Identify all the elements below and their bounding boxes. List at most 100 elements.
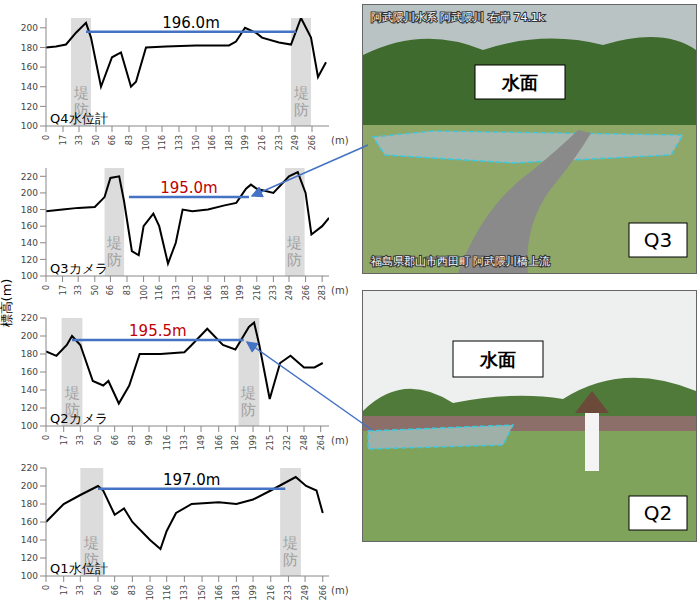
svg-text:100: 100 bbox=[21, 571, 38, 581]
svg-text:200: 200 bbox=[21, 481, 38, 491]
svg-text:140: 140 bbox=[21, 385, 38, 395]
svg-text:133: 133 bbox=[175, 135, 184, 150]
svg-text:216: 216 bbox=[267, 585, 276, 600]
svg-text:100: 100 bbox=[142, 135, 151, 150]
svg-text:160: 160 bbox=[21, 221, 38, 231]
svg-text:120: 120 bbox=[21, 403, 38, 413]
svg-text:180: 180 bbox=[21, 43, 38, 53]
svg-text:149: 149 bbox=[197, 435, 206, 450]
svg-text:0: 0 bbox=[42, 435, 51, 440]
svg-text:99: 99 bbox=[145, 435, 154, 445]
svg-text:堤: 堤 bbox=[293, 84, 309, 102]
svg-text:182: 182 bbox=[231, 435, 240, 450]
svg-text:100: 100 bbox=[21, 271, 38, 281]
svg-text:50: 50 bbox=[92, 135, 101, 145]
svg-text:264: 264 bbox=[317, 435, 326, 450]
svg-text:水面: 水面 bbox=[501, 72, 538, 93]
svg-text:220: 220 bbox=[21, 463, 38, 473]
svg-text:166: 166 bbox=[215, 435, 224, 450]
svg-text:220: 220 bbox=[21, 313, 38, 323]
svg-text:33: 33 bbox=[74, 285, 83, 295]
svg-text:0: 0 bbox=[42, 285, 51, 290]
svg-text:166: 166 bbox=[208, 135, 217, 150]
svg-text:堤: 堤 bbox=[83, 534, 99, 552]
svg-text:266: 266 bbox=[308, 135, 317, 150]
svg-text:116: 116 bbox=[163, 435, 172, 450]
svg-text:233: 233 bbox=[275, 135, 284, 150]
svg-text:160: 160 bbox=[21, 367, 38, 377]
svg-text:160: 160 bbox=[21, 62, 38, 72]
svg-text:199: 199 bbox=[249, 585, 258, 600]
svg-text:116: 116 bbox=[158, 135, 167, 150]
svg-text:66: 66 bbox=[106, 285, 115, 295]
svg-text:200: 200 bbox=[21, 331, 38, 341]
svg-text:83: 83 bbox=[128, 435, 137, 445]
svg-text:215: 215 bbox=[266, 435, 275, 450]
svg-text:0: 0 bbox=[42, 585, 51, 590]
svg-text:33: 33 bbox=[75, 135, 84, 145]
svg-text:133: 133 bbox=[180, 585, 189, 600]
svg-text:150: 150 bbox=[188, 285, 197, 300]
svg-text:196.0m: 196.0m bbox=[162, 14, 220, 32]
svg-text:249: 249 bbox=[301, 585, 310, 600]
svg-text:防: 防 bbox=[294, 101, 309, 119]
svg-text:50: 50 bbox=[94, 585, 103, 595]
svg-text:116: 116 bbox=[163, 585, 172, 600]
svg-text:120: 120 bbox=[21, 102, 38, 112]
svg-text:0: 0 bbox=[42, 135, 51, 140]
svg-text:66: 66 bbox=[111, 435, 120, 445]
svg-text:249: 249 bbox=[285, 285, 294, 300]
svg-text:199: 199 bbox=[241, 135, 250, 150]
svg-text:140: 140 bbox=[21, 238, 38, 248]
svg-text:100: 100 bbox=[21, 121, 38, 131]
svg-text:183: 183 bbox=[225, 135, 234, 150]
svg-text:232: 232 bbox=[283, 435, 292, 450]
svg-text:195.5m: 195.5m bbox=[129, 322, 187, 340]
svg-text:防: 防 bbox=[283, 551, 298, 569]
svg-text:83: 83 bbox=[123, 285, 132, 295]
svg-text:標高(m): 標高(m) bbox=[0, 279, 14, 328]
svg-text:183: 183 bbox=[232, 585, 241, 600]
svg-text:133: 133 bbox=[172, 285, 181, 300]
svg-text:堤: 堤 bbox=[286, 234, 302, 252]
svg-text:防: 防 bbox=[241, 401, 256, 419]
svg-text:200: 200 bbox=[21, 23, 38, 33]
svg-text:183: 183 bbox=[221, 285, 230, 300]
svg-text:120: 120 bbox=[21, 255, 38, 265]
svg-text:堤: 堤 bbox=[73, 84, 89, 102]
svg-text:50: 50 bbox=[94, 435, 103, 445]
svg-text:17: 17 bbox=[59, 285, 68, 295]
svg-text:100: 100 bbox=[146, 585, 155, 600]
svg-text:100: 100 bbox=[140, 285, 149, 300]
svg-text:66: 66 bbox=[111, 585, 120, 595]
svg-text:福島県郡山市西田町 阿武隈川橋上流: 福島県郡山市西田町 阿武隈川橋上流 bbox=[371, 255, 551, 268]
svg-text:83: 83 bbox=[128, 585, 137, 595]
svg-text:233: 233 bbox=[269, 285, 278, 300]
svg-text:33: 33 bbox=[76, 435, 85, 445]
svg-text:17: 17 bbox=[60, 585, 69, 595]
svg-text:33: 33 bbox=[76, 585, 85, 595]
svg-text:120: 120 bbox=[21, 553, 38, 563]
svg-text:248: 248 bbox=[300, 435, 309, 450]
svg-text:堤: 堤 bbox=[240, 384, 256, 402]
svg-text:阿武隈川水系 阿武隈川 右岸 74.1k: 阿武隈川水系 阿武隈川 右岸 74.1k bbox=[371, 11, 545, 24]
svg-text:180: 180 bbox=[21, 499, 38, 509]
svg-text:266: 266 bbox=[319, 585, 328, 600]
svg-text:83: 83 bbox=[125, 135, 134, 145]
svg-text:160: 160 bbox=[21, 517, 38, 527]
svg-text:195.0m: 195.0m bbox=[160, 179, 218, 197]
svg-text:防: 防 bbox=[287, 251, 302, 269]
svg-text:150: 150 bbox=[198, 585, 207, 600]
svg-text:17: 17 bbox=[60, 435, 69, 445]
svg-text:216: 216 bbox=[253, 285, 262, 300]
svg-text:堤: 堤 bbox=[106, 234, 122, 252]
svg-text:水面: 水面 bbox=[479, 349, 516, 370]
svg-text:166: 166 bbox=[215, 585, 224, 600]
svg-text:180: 180 bbox=[21, 349, 38, 359]
svg-text:防: 防 bbox=[107, 251, 122, 269]
svg-text:66: 66 bbox=[108, 135, 117, 145]
svg-text:166: 166 bbox=[204, 285, 213, 300]
svg-text:197.0m: 197.0m bbox=[163, 471, 221, 489]
svg-text:249: 249 bbox=[291, 135, 300, 150]
svg-text:133: 133 bbox=[180, 435, 189, 450]
